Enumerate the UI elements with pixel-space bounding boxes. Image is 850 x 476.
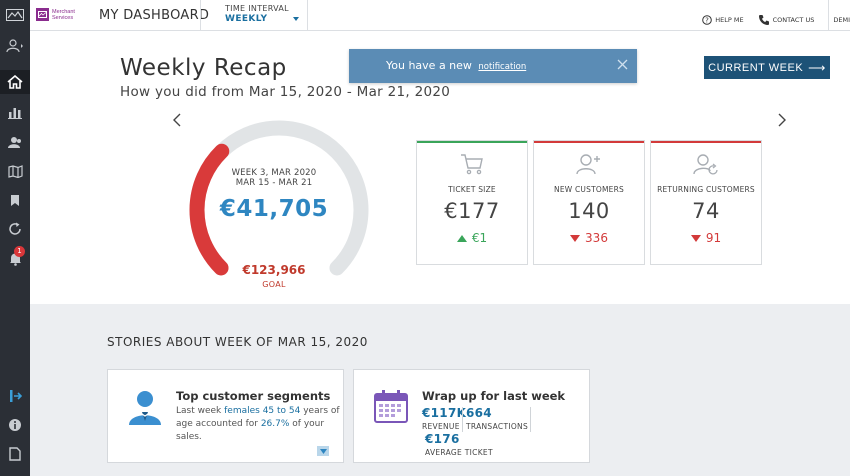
document-icon[interactable] xyxy=(0,445,30,463)
help-label: HELP ME xyxy=(715,16,744,24)
notifications-icon[interactable]: 1 xyxy=(0,246,30,268)
revenue-gauge xyxy=(189,120,369,276)
refresh-icon[interactable] xyxy=(0,220,30,238)
story-title: Top customer segments xyxy=(176,389,331,403)
transactions-label: TRANSACTIONS xyxy=(466,422,529,431)
kpi-card-returning-customers[interactable]: RETURNING CUSTOMERS 74 91 xyxy=(650,140,762,265)
story-title: Wrap up for last week xyxy=(422,389,566,403)
merchant-logo-icon[interactable] xyxy=(0,6,30,24)
sidebar: 1 xyxy=(0,0,30,476)
previous-week-arrow[interactable] xyxy=(172,112,182,131)
close-icon[interactable] xyxy=(617,59,628,73)
story-card-wrapup[interactable]: Wrap up for last week €117K REVENUE 664 … xyxy=(353,369,590,463)
page-title: Weekly Recap xyxy=(120,55,287,81)
transactions-value: 664 xyxy=(466,406,492,420)
brand-name: Merchant Services xyxy=(52,8,75,21)
gauge-goal-label: GOAL xyxy=(262,280,286,289)
card-value: 74 xyxy=(692,199,720,223)
story-text: Last week females 45 to 54 years of age … xyxy=(176,406,340,442)
card-value: 140 xyxy=(568,199,610,223)
arrow-up-icon xyxy=(456,234,467,242)
card-delta: 336 xyxy=(534,231,644,245)
top-bar: Merchant Services MY DASHBOARD TIME INTE… xyxy=(30,0,850,31)
arrow-right-icon: ⟶ xyxy=(808,60,826,75)
brand-logo[interactable]: Merchant Services xyxy=(36,8,75,21)
info-icon[interactable] xyxy=(0,416,30,434)
expand-button[interactable] xyxy=(317,446,329,456)
time-interval-selector[interactable]: TIME INTERVAL WEEKLY xyxy=(225,4,289,24)
average-ticket-value: €176 xyxy=(425,432,460,446)
home-icon[interactable] xyxy=(0,70,30,94)
arrow-down-icon xyxy=(570,234,581,242)
gauge-week-label: WEEK 3, MAR 2020 MAR 15 - MAR 21 xyxy=(231,168,317,188)
chevron-right-icon xyxy=(778,113,786,127)
average-ticket-label: AVERAGE TICKET xyxy=(425,448,493,457)
map-icon[interactable] xyxy=(0,162,30,180)
help-icon: ? xyxy=(702,15,713,25)
card-accent-bar xyxy=(417,141,527,143)
svg-text:?: ? xyxy=(705,17,709,25)
gauge-goal-value: €123,966 xyxy=(242,263,306,277)
chevron-down-icon[interactable] xyxy=(293,17,299,21)
divider xyxy=(462,407,463,432)
stories-title: STORIES ABOUT WEEK OF MAR 15, 2020 xyxy=(107,335,368,349)
merchant-services-logo-icon xyxy=(36,8,49,21)
contact-label: CONTACT US xyxy=(772,16,815,24)
next-week-arrow[interactable] xyxy=(777,112,787,131)
customers-icon[interactable] xyxy=(0,133,30,151)
card-label: TICKET SIZE xyxy=(448,185,496,194)
kpi-card-ticket-size[interactable]: TICKET SIZE €177 €1 xyxy=(416,140,528,265)
card-value: €177 xyxy=(444,199,500,223)
bar-chart-icon[interactable] xyxy=(0,103,30,121)
user-name[interactable]: DEMI xyxy=(833,16,850,24)
divider xyxy=(307,0,308,31)
add-user-icon xyxy=(534,153,644,175)
phone-icon xyxy=(758,15,769,25)
notification-link[interactable]: notification xyxy=(478,62,527,72)
divider xyxy=(530,407,531,432)
bookmark-icon[interactable] xyxy=(0,191,30,209)
returning-user-icon xyxy=(651,153,761,175)
card-accent-bar xyxy=(534,141,644,143)
divider xyxy=(200,0,201,31)
revenue-label: REVENUE xyxy=(422,422,460,431)
help-link[interactable]: ? HELP ME xyxy=(702,15,744,25)
page-subtitle: How you did from Mar 15, 2020 - Mar 21, … xyxy=(120,84,451,100)
top-right-links: ? HELP ME CONTACT US DEMI xyxy=(702,0,850,31)
contact-link[interactable]: CONTACT US xyxy=(758,14,815,26)
user-menu-icon[interactable] xyxy=(0,37,30,55)
notification-badge: 1 xyxy=(14,246,25,257)
arrow-down-icon xyxy=(690,234,701,242)
chevron-left-icon xyxy=(173,113,181,127)
card-label: RETURNING CUSTOMERS xyxy=(657,185,755,194)
revenue-value: €117K xyxy=(422,406,467,420)
kpi-card-new-customers[interactable]: NEW CUSTOMERS 140 336 xyxy=(533,140,645,265)
notification-message: You have a new notification xyxy=(386,59,527,72)
app-title: MY DASHBOARD xyxy=(99,8,210,23)
card-label: NEW CUSTOMERS xyxy=(554,185,624,194)
time-interval-value[interactable]: WEEKLY xyxy=(225,14,268,24)
customer-segment-icon xyxy=(126,388,164,430)
gauge-value: €41,705 xyxy=(219,196,329,222)
card-delta: €1 xyxy=(417,231,527,245)
logout-icon[interactable] xyxy=(0,387,30,405)
divider xyxy=(828,0,830,31)
card-accent-bar xyxy=(651,141,761,143)
time-interval-label: TIME INTERVAL xyxy=(225,4,289,13)
chevron-down-icon xyxy=(319,448,327,454)
story-card-segments[interactable]: Top customer segments Last week females … xyxy=(107,369,344,463)
cart-icon xyxy=(417,153,527,175)
card-delta: 91 xyxy=(651,231,761,245)
gauge-progress xyxy=(189,143,230,276)
current-week-button[interactable]: CURRENT WEEK ⟶ xyxy=(704,56,830,79)
notification-banner: You have a new notification xyxy=(349,49,637,83)
calendar-icon xyxy=(374,389,408,427)
